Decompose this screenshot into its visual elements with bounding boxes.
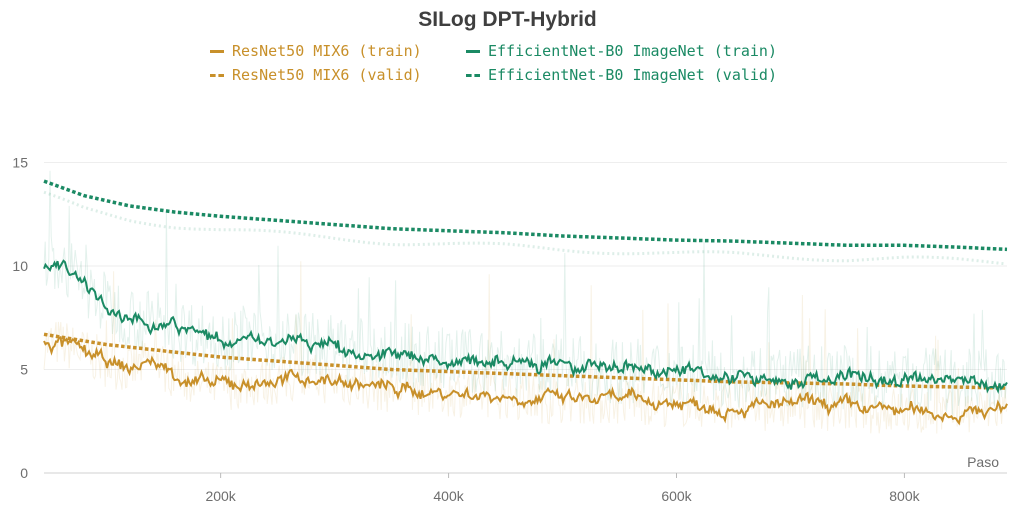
- x-tick-label: 600k: [661, 488, 692, 504]
- legend-label-efficientnet-valid: EfficientNet-B0 ImageNet (valid): [488, 66, 777, 84]
- x-axis-label: Paso: [967, 454, 999, 470]
- legend-swatch-efficientnet-valid: [466, 74, 480, 77]
- series-line-resnet-train: [43, 336, 1008, 426]
- series-noise-resnet-train: [43, 261, 1007, 434]
- series-line-resnet-valid: [43, 332, 1008, 390]
- legend-swatch-resnet-train: [210, 50, 224, 53]
- y-tick-label: 15: [12, 154, 28, 170]
- legend-label-resnet-valid: ResNet50 MIX6 (valid): [232, 66, 422, 84]
- x-tick-label: 400k: [433, 488, 464, 504]
- series-line-efficientnet-train: [43, 259, 1008, 394]
- x-tick-label: 800k: [889, 488, 920, 504]
- legend-item-efficientnet-train[interactable]: EfficientNet-B0 ImageNet (train): [466, 42, 777, 60]
- series-noise-efficientnet-train: [43, 170, 1007, 415]
- legend-item-resnet-train[interactable]: ResNet50 MIX6 (train): [210, 42, 422, 60]
- legend-label-efficientnet-train: EfficientNet-B0 ImageNet (train): [488, 42, 777, 60]
- legend-swatch-resnet-valid: [210, 74, 224, 77]
- series-faint-efficientnet-valid: [43, 190, 1005, 266]
- chart-title: SILog DPT-Hybrid: [418, 8, 597, 31]
- x-tick-label: 200k: [205, 488, 236, 504]
- legend-swatch-efficientnet-train: [466, 50, 480, 53]
- legend-item-resnet-valid[interactable]: ResNet50 MIX6 (valid): [210, 66, 422, 84]
- y-tick-label: 5: [20, 361, 28, 377]
- y-tick-label: 10: [12, 258, 28, 274]
- legend-item-efficientnet-valid[interactable]: EfficientNet-B0 ImageNet (valid): [466, 66, 777, 84]
- series-line-efficientnet-valid: [43, 179, 1008, 252]
- legend-label-resnet-train: ResNet50 MIX6 (train): [232, 42, 422, 60]
- y-tick-label: 0: [20, 465, 28, 481]
- legend: ResNet50 MIX6 (train) EfficientNet-B0 Im…: [0, 42, 1015, 90]
